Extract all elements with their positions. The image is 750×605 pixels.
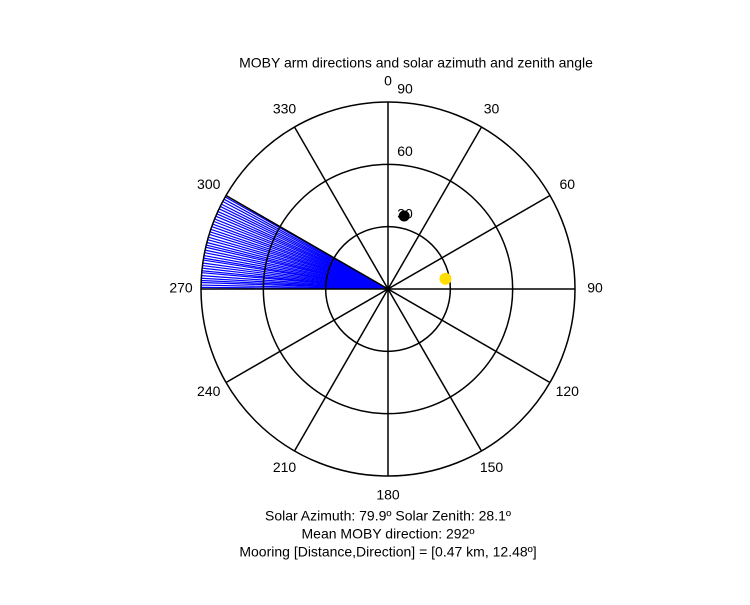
sun-marker — [439, 272, 452, 285]
theta-tick-label: 90 — [587, 280, 603, 296]
theta-tick-label: 240 — [197, 383, 221, 399]
theta-tick-label: 150 — [480, 459, 504, 475]
theta-tick-label: 300 — [197, 176, 221, 192]
r-tick-label: 60 — [397, 143, 413, 159]
theta-tick-label: 330 — [273, 100, 297, 116]
r-tick-label: 90 — [397, 81, 413, 97]
grid-spoke — [293, 126, 483, 452]
chart-title: MOBY arm directions and solar azimuth an… — [239, 55, 593, 71]
theta-tick-label: 270 — [169, 280, 193, 296]
theta-tick-label: 210 — [273, 459, 297, 475]
theta-tick-label: 120 — [556, 383, 580, 399]
theta-tick-label: 30 — [484, 100, 500, 116]
mooring-marker — [398, 210, 410, 222]
theta-tick-label: 60 — [559, 176, 575, 192]
annotation: Mean MOBY direction: 292º — [302, 526, 475, 542]
annotation: Solar Azimuth: 79.9º Solar Zenith: 28.1º — [265, 508, 511, 524]
theta-tick-label: 180 — [376, 487, 400, 503]
theta-tick-label: 0 — [384, 73, 392, 89]
annotation: Mooring [Distance,Direction] = [0.47 km,… — [239, 544, 536, 560]
